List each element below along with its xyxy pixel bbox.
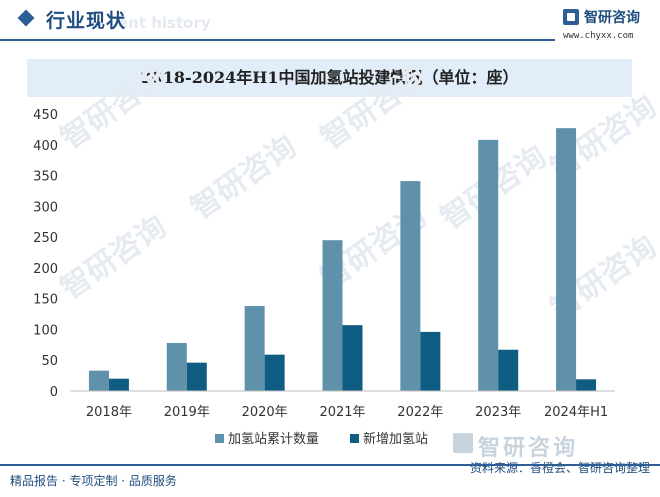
y-tick-label: 450: [33, 108, 58, 123]
watermark-text: 智研咨询: [55, 209, 173, 306]
bar-new: [108, 378, 129, 391]
bar-cumulative: [400, 181, 421, 391]
y-axis: 0 50 100 150 200 250 300 350 400 450: [33, 108, 58, 400]
bar-cumulative: [88, 370, 109, 391]
x-tick-label: 2018年: [86, 405, 132, 420]
bar-cumulative: [166, 342, 187, 391]
watermark-text: 智研咨询: [55, 59, 173, 156]
watermark-text: 智研咨询: [185, 129, 303, 226]
legend-label: 新增加氢站: [363, 431, 428, 447]
x-tick-label: 2021年: [319, 405, 365, 420]
bar-cumulative: [322, 240, 343, 391]
y-tick-label: 0: [50, 385, 58, 400]
header: ent history 行业现状 智研咨询 www.chyxx.com: [0, 0, 660, 44]
chart-title-bar: 2018-2024年H1中国加氢站投建情况（单位：座）: [27, 59, 632, 97]
y-tick-label: 350: [33, 170, 58, 185]
x-tick-label: 2022年: [397, 405, 443, 420]
section-subtitle: ent history: [118, 14, 211, 32]
bars: [88, 128, 597, 391]
y-tick-label: 150: [33, 293, 58, 308]
x-tick-label: 2020年: [242, 405, 288, 420]
chart-title: 2018-2024年H1中国加氢站投建情况（单位：座）: [140, 68, 519, 87]
y-tick-label: 100: [33, 323, 58, 338]
x-axis: 2018年 2019年 2020年 2021年 2022年 2023年 2024年H1: [70, 390, 615, 420]
y-tick-label: 200: [33, 262, 58, 277]
y-tick-label: 50: [41, 354, 58, 369]
watermark-text: 智研咨询: [315, 59, 433, 156]
brand-logo-icon: [563, 9, 579, 25]
bar-new: [264, 354, 285, 391]
bar-new: [498, 349, 519, 391]
footer-logo-icon: [453, 433, 473, 453]
x-tick-label: 2023年: [475, 405, 521, 420]
footer-brand-watermark: 智研咨询: [478, 436, 579, 461]
y-tick-label: 400: [33, 139, 58, 154]
bar-new: [420, 331, 441, 391]
legend-swatch: [350, 434, 359, 443]
source-note: 资料来源：香橙会、智研咨询整理: [469, 461, 650, 475]
x-tick-label: 2024年H1: [544, 405, 608, 420]
brand: 智研咨询 www.chyxx.com: [563, 7, 655, 43]
bar-cumulative: [478, 139, 499, 391]
x-tick-label: 2019年: [164, 405, 210, 420]
footer-slogan: 精品报告 · 专项定制 · 品质服务: [10, 474, 177, 488]
bar-new: [342, 325, 363, 391]
brand-name: 智研咨询: [584, 10, 640, 26]
section-title: 行业现状: [46, 10, 127, 32]
bar-new: [186, 362, 207, 391]
bar-cumulative: [556, 128, 577, 391]
bar-new: [576, 379, 597, 391]
footer-divider: [0, 464, 660, 466]
y-tick-label: 300: [33, 200, 58, 215]
legend: 加氢站累计数量 新增加氢站: [215, 431, 428, 447]
legend-label: 加氢站累计数量: [228, 432, 319, 447]
bar-cumulative: [244, 306, 265, 391]
y-tick-label: 250: [33, 231, 58, 246]
brand-url: www.chyxx.com: [563, 31, 634, 41]
legend-swatch: [215, 434, 224, 443]
header-divider: [0, 39, 555, 41]
